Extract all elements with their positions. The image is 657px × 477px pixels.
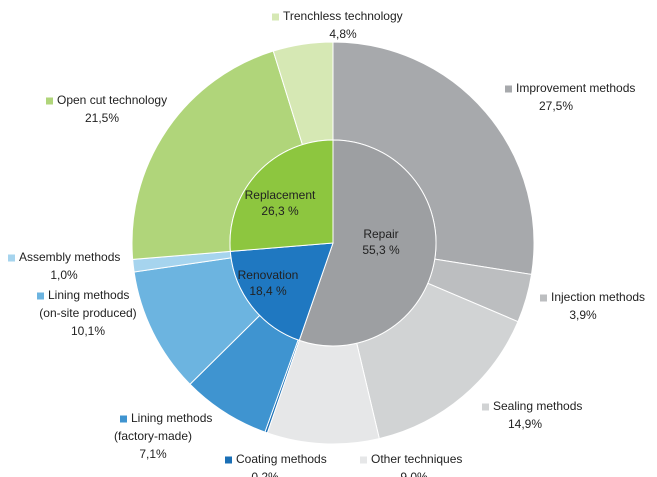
- legend-swatch: [482, 403, 489, 411]
- outer-label: Sealing methods: [493, 399, 582, 413]
- legend-swatch: [505, 85, 512, 93]
- outer-label: Open cut technology: [57, 93, 167, 107]
- outer-label: Injection methods: [551, 290, 645, 304]
- outer-value: 10,1%: [71, 324, 105, 338]
- inner-label: Renovation: [238, 268, 299, 282]
- legend-swatch: [360, 456, 367, 464]
- legend-swatch: [540, 294, 547, 302]
- inner-wedge: [229, 139, 334, 252]
- legend-swatch: [120, 415, 127, 423]
- outer-label: Lining methods (factory-made): [114, 411, 212, 443]
- legend-swatch: [37, 292, 44, 300]
- outer-value: 27,5%: [539, 99, 573, 113]
- outer-value: 21,5%: [85, 111, 119, 125]
- outer-value: 1,0%: [50, 268, 78, 282]
- legend-swatch: [272, 13, 279, 21]
- inner-label: Repair: [363, 227, 398, 241]
- outer-value: 7,1%: [139, 447, 167, 461]
- outer-value: 14,9%: [508, 417, 542, 431]
- outer-label: Assembly methods: [19, 250, 120, 264]
- legend-swatch: [46, 97, 53, 105]
- outer-label: Other techniques: [371, 452, 462, 466]
- outer-value: 3,9%: [569, 308, 597, 322]
- outer-value: 4,8%: [329, 27, 357, 41]
- legend-swatch: [8, 254, 15, 262]
- outer-value: 9,0%: [400, 470, 428, 477]
- inner-wedge: [229, 242, 334, 341]
- inner-value: 55,3 %: [362, 243, 400, 257]
- inner-value: 18,4 %: [249, 284, 287, 298]
- outer-label: Trenchless technology: [283, 9, 403, 23]
- inner-value: 26,3 %: [261, 204, 299, 218]
- outer-value: 0,2%: [251, 470, 279, 477]
- legend-swatch: [225, 456, 232, 464]
- outer-label: Improvement methods: [516, 81, 635, 95]
- outer-label: Lining methods (on-site produced): [39, 288, 136, 320]
- inner-label: Replacement: [245, 188, 316, 202]
- outer-label: Coating methods: [236, 452, 327, 466]
